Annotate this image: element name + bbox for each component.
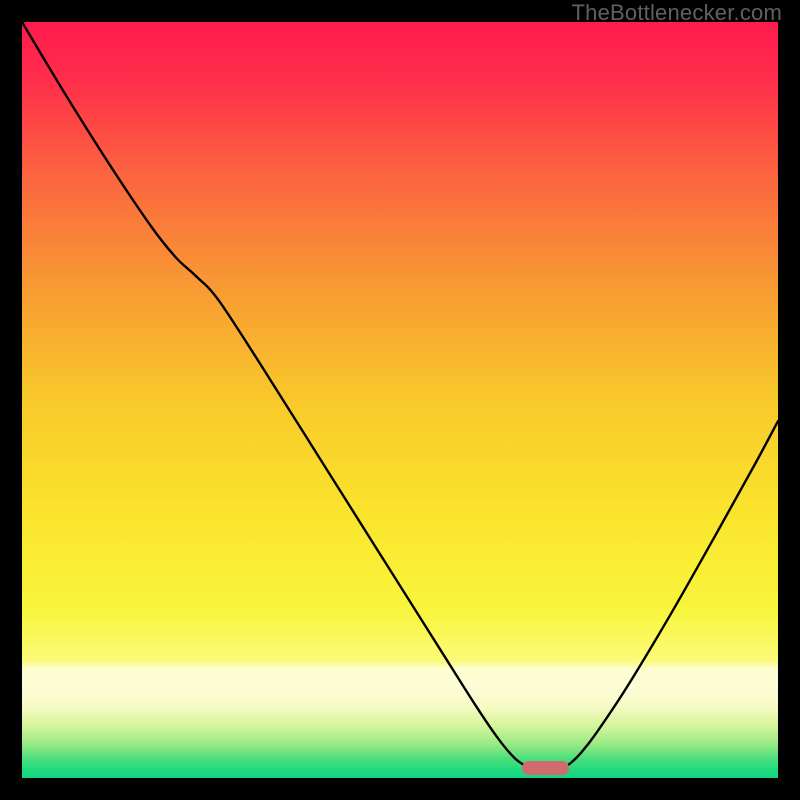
bottleneck-curve <box>22 22 778 771</box>
watermark-text: TheBottlenecker.com <box>572 0 782 26</box>
optimal-marker <box>522 761 569 775</box>
chart-curve-layer <box>22 22 778 778</box>
chart-plot-area <box>22 22 778 778</box>
